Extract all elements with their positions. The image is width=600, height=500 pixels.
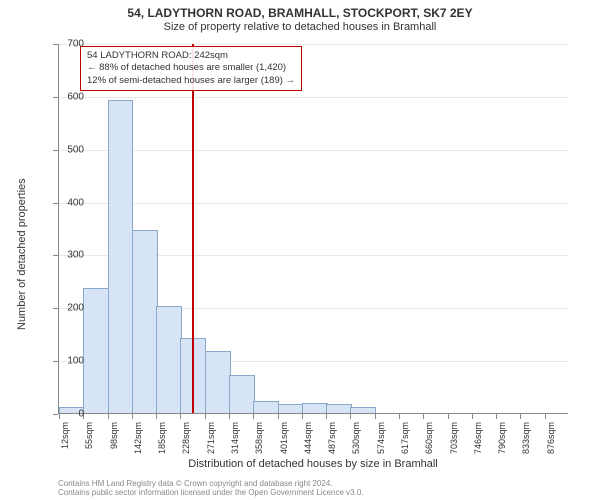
x-tick <box>472 414 473 419</box>
x-tick <box>278 414 279 419</box>
x-tick <box>180 414 181 419</box>
x-tick-label: 444sqm <box>303 422 313 462</box>
x-tick-label: 703sqm <box>449 422 459 462</box>
x-tick-label: 833sqm <box>521 422 531 462</box>
info-line-3: 12% of semi-detached houses are larger (… <box>87 75 295 87</box>
y-tick <box>53 255 58 256</box>
x-tick-label: 530sqm <box>351 422 361 462</box>
y-tick-label: 400 <box>67 197 84 208</box>
title-main: 54, LADYTHORN ROAD, BRAMHALL, STOCKPORT,… <box>0 0 600 20</box>
x-tick <box>132 414 133 419</box>
x-tick <box>229 414 230 419</box>
grid-line <box>59 97 568 98</box>
info-line-1: 54 LADYTHORN ROAD: 242sqm <box>87 50 295 62</box>
bar <box>326 404 352 413</box>
plot <box>58 44 568 414</box>
y-tick-label: 500 <box>67 144 84 155</box>
x-tick <box>253 414 254 419</box>
info-box: 54 LADYTHORN ROAD: 242sqm ← 88% of detac… <box>80 46 302 91</box>
x-tick-label: 574sqm <box>376 422 386 462</box>
bar <box>108 100 134 413</box>
x-tick <box>423 414 424 419</box>
y-tick-label: 100 <box>67 356 84 367</box>
footer-line-2: Contains public sector information licen… <box>58 488 364 498</box>
bar <box>156 306 182 413</box>
y-tick <box>53 97 58 98</box>
bar <box>229 375 255 413</box>
x-tick-label: 142sqm <box>133 422 143 462</box>
x-tick-label: 401sqm <box>279 422 289 462</box>
x-tick <box>59 414 60 419</box>
y-axis-title: Number of detached properties <box>16 178 28 330</box>
y-tick <box>53 203 58 204</box>
y-tick <box>53 361 58 362</box>
x-tick <box>375 414 376 419</box>
x-tick-label: 358sqm <box>254 422 264 462</box>
footer-line-1: Contains HM Land Registry data © Crown c… <box>58 479 364 489</box>
y-tick-label: 300 <box>67 250 84 261</box>
title-sub: Size of property relative to detached ho… <box>0 20 600 33</box>
x-tick-label: 876sqm <box>546 422 556 462</box>
x-tick <box>156 414 157 419</box>
bar <box>253 401 279 413</box>
x-tick-label: 746sqm <box>473 422 483 462</box>
x-tick-label: 271sqm <box>206 422 216 462</box>
bar <box>205 351 231 413</box>
y-tick-label: 700 <box>67 39 84 50</box>
x-tick <box>520 414 521 419</box>
reference-line <box>192 44 194 413</box>
x-tick-label: 660sqm <box>424 422 434 462</box>
grid-line <box>59 150 568 151</box>
x-tick-label: 487sqm <box>327 422 337 462</box>
y-tick-label: 0 <box>78 409 84 420</box>
y-tick-label: 600 <box>67 91 84 102</box>
bar <box>132 230 158 413</box>
x-tick-label: 185sqm <box>157 422 167 462</box>
x-tick-label: 98sqm <box>109 422 119 462</box>
x-tick-label: 617sqm <box>400 422 410 462</box>
x-tick-label: 55sqm <box>84 422 94 462</box>
y-tick <box>53 150 58 151</box>
x-tick <box>108 414 109 419</box>
x-tick-label: 12sqm <box>60 422 70 462</box>
grid-line <box>59 44 568 45</box>
x-tick <box>302 414 303 419</box>
bar <box>83 288 109 413</box>
footer: Contains HM Land Registry data © Crown c… <box>58 479 364 498</box>
x-tick <box>399 414 400 419</box>
x-tick-label: 228sqm <box>181 422 191 462</box>
info-line-2: ← 88% of detached houses are smaller (1,… <box>87 62 295 74</box>
x-tick <box>205 414 206 419</box>
chart-area: 54 LADYTHORN ROAD: 242sqm ← 88% of detac… <box>58 44 568 414</box>
bar <box>302 403 328 414</box>
x-tick-label: 314sqm <box>230 422 240 462</box>
x-tick-label: 790sqm <box>497 422 507 462</box>
x-tick <box>545 414 546 419</box>
grid-line <box>59 203 568 204</box>
x-tick <box>496 414 497 419</box>
x-tick <box>350 414 351 419</box>
x-tick <box>448 414 449 419</box>
y-tick <box>53 414 58 415</box>
chart-container: 54, LADYTHORN ROAD, BRAMHALL, STOCKPORT,… <box>0 0 600 500</box>
y-tick <box>53 44 58 45</box>
bar <box>278 404 304 413</box>
y-tick-label: 200 <box>67 303 84 314</box>
bar <box>350 407 376 413</box>
x-tick <box>326 414 327 419</box>
y-tick <box>53 308 58 309</box>
